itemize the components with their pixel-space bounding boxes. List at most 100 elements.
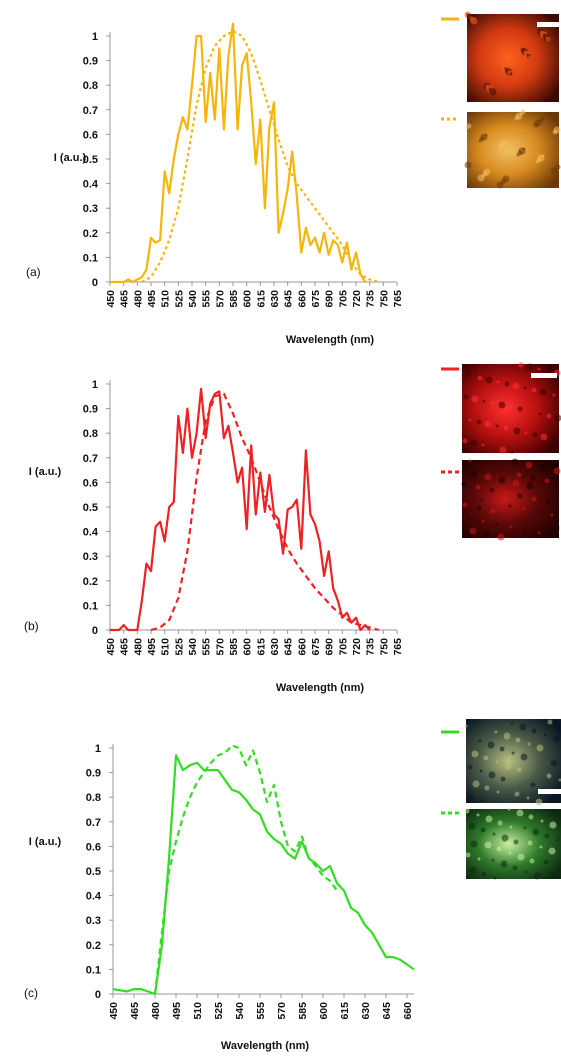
image-speckle: [531, 387, 537, 393]
y-tick-label: 0.4: [83, 527, 99, 539]
x-tick-label: 585: [228, 638, 240, 656]
image-speckle: [550, 513, 554, 517]
panel-label: (c): [24, 986, 38, 1000]
image-speckle: [504, 762, 512, 770]
y-tick-label: 0.6: [83, 129, 98, 141]
image-speckle: [494, 730, 498, 734]
image-speckle: [503, 732, 511, 740]
x-tick-label: 750: [378, 638, 390, 656]
image-speckle: [487, 741, 495, 749]
image-speckle: [499, 746, 505, 752]
image-speckle: [484, 473, 492, 481]
image-speckle: [528, 814, 534, 820]
y-axis-label: I (a.u.): [29, 466, 62, 478]
image-speckle: [551, 534, 555, 538]
x-tick-label: 645: [381, 1002, 393, 1020]
image-speckle: [496, 380, 500, 384]
image-speckle: [508, 504, 512, 508]
image-speckle: [481, 871, 487, 877]
image-speckle: [520, 109, 526, 115]
y-axis-label: I (a.u.): [54, 152, 87, 164]
panel-label: (a): [26, 265, 41, 279]
y-tick-label: 0.7: [86, 817, 101, 829]
x-tick-label: 720: [351, 638, 363, 656]
y-tick-label: 0.4: [83, 179, 99, 191]
image-speckle: [509, 405, 513, 409]
image-speckle: [519, 723, 527, 731]
x-tick-label: 555: [201, 290, 213, 308]
x-tick-label: 510: [160, 638, 172, 656]
chart-b: 0 0.1 0.2 0.3 0.4 0.5 0.6 0.7 0.8 0.9 1 450 465 480 49…: [24, 362, 561, 694]
image-speckle: [516, 767, 522, 773]
chart-panel-b: 0 0.1 0.2 0.3 0.4 0.5 0.6 0.7 0.8 0.9 1 450 465 480 49…: [0, 350, 561, 705]
image-speckle: [523, 528, 527, 532]
image-speckle: [543, 733, 547, 737]
x-tick-label: 615: [255, 638, 267, 656]
x-tick-label: 450: [105, 290, 117, 308]
image-speckle: [548, 847, 556, 855]
image-speckle: [531, 728, 537, 734]
x-tick-label: 660: [296, 290, 308, 308]
x-tick-label: 450: [105, 638, 117, 656]
x-tick-label: 630: [269, 638, 281, 656]
scale-bar: [537, 22, 559, 27]
image-speckle: [485, 376, 493, 384]
image-speckle: [475, 484, 481, 490]
chart-c: 0 0.1 0.2 0.3 0.4 0.5 0.6 0.7 0.8 0.9 1 450 465 480 49…: [24, 719, 561, 1052]
image-speckle: [479, 769, 483, 773]
image-speckle: [539, 388, 547, 396]
image-speckle: [464, 724, 468, 728]
x-tick-label: 675: [310, 638, 322, 656]
x-tick-label: 660: [402, 1002, 414, 1020]
image-speckle: [518, 362, 524, 368]
y-tick-label: 0.1: [86, 964, 101, 976]
image-speckle: [530, 475, 536, 481]
image-speckle: [464, 808, 470, 814]
y-tick-label: 0.8: [86, 792, 101, 804]
image-speckle: [552, 735, 560, 743]
x-tick-label: 600: [242, 290, 254, 308]
image-speckle: [480, 498, 484, 502]
image-speckle: [556, 838, 560, 842]
image-speckle: [492, 832, 496, 836]
x-tick-label: 570: [276, 1002, 288, 1020]
image-speckle: [470, 840, 478, 848]
image-speckle: [470, 439, 478, 447]
image-speckle: [490, 400, 496, 406]
image-speckle: [536, 510, 540, 514]
image-speckle: [488, 771, 496, 779]
image-speckle: [466, 123, 472, 129]
x-tick-label: 645: [283, 638, 295, 656]
image-speckle: [513, 839, 519, 845]
x-tick-label: 660: [296, 638, 308, 656]
x-tick-label: 600: [318, 1002, 330, 1020]
x-tick-label: 525: [173, 638, 185, 656]
image-speckle: [480, 799, 484, 803]
image-speckle: [543, 859, 549, 865]
image-speckle: [507, 807, 511, 811]
image-speckle: [551, 437, 555, 441]
image-speckle: [510, 450, 514, 454]
y-tick-label: 0.7: [83, 453, 98, 465]
image-speckle: [522, 507, 526, 511]
image-speckle: [497, 820, 503, 826]
image-speckle: [539, 464, 547, 472]
y-tick-label: 0.3: [83, 203, 98, 215]
image-speckle: [558, 778, 561, 782]
image-speckle: [465, 852, 471, 858]
image-speckle: [532, 828, 540, 836]
image-speckle: [511, 458, 519, 466]
y-tick-label: 0.9: [83, 404, 98, 416]
image-speckle: [526, 796, 530, 800]
y-tick-label: 0.3: [86, 915, 101, 927]
image-speckle: [528, 55, 532, 59]
image-speckle: [477, 857, 481, 861]
image-speckle: [461, 481, 467, 487]
y-tick-label: 0.7: [83, 105, 98, 117]
image-speckle: [522, 147, 526, 151]
x-tick-label: 600: [242, 638, 254, 656]
image-speckle: [493, 876, 497, 880]
x-tick-label: 675: [310, 290, 322, 308]
panel-label: (b): [24, 619, 39, 633]
x-tick-label: 525: [173, 290, 185, 308]
